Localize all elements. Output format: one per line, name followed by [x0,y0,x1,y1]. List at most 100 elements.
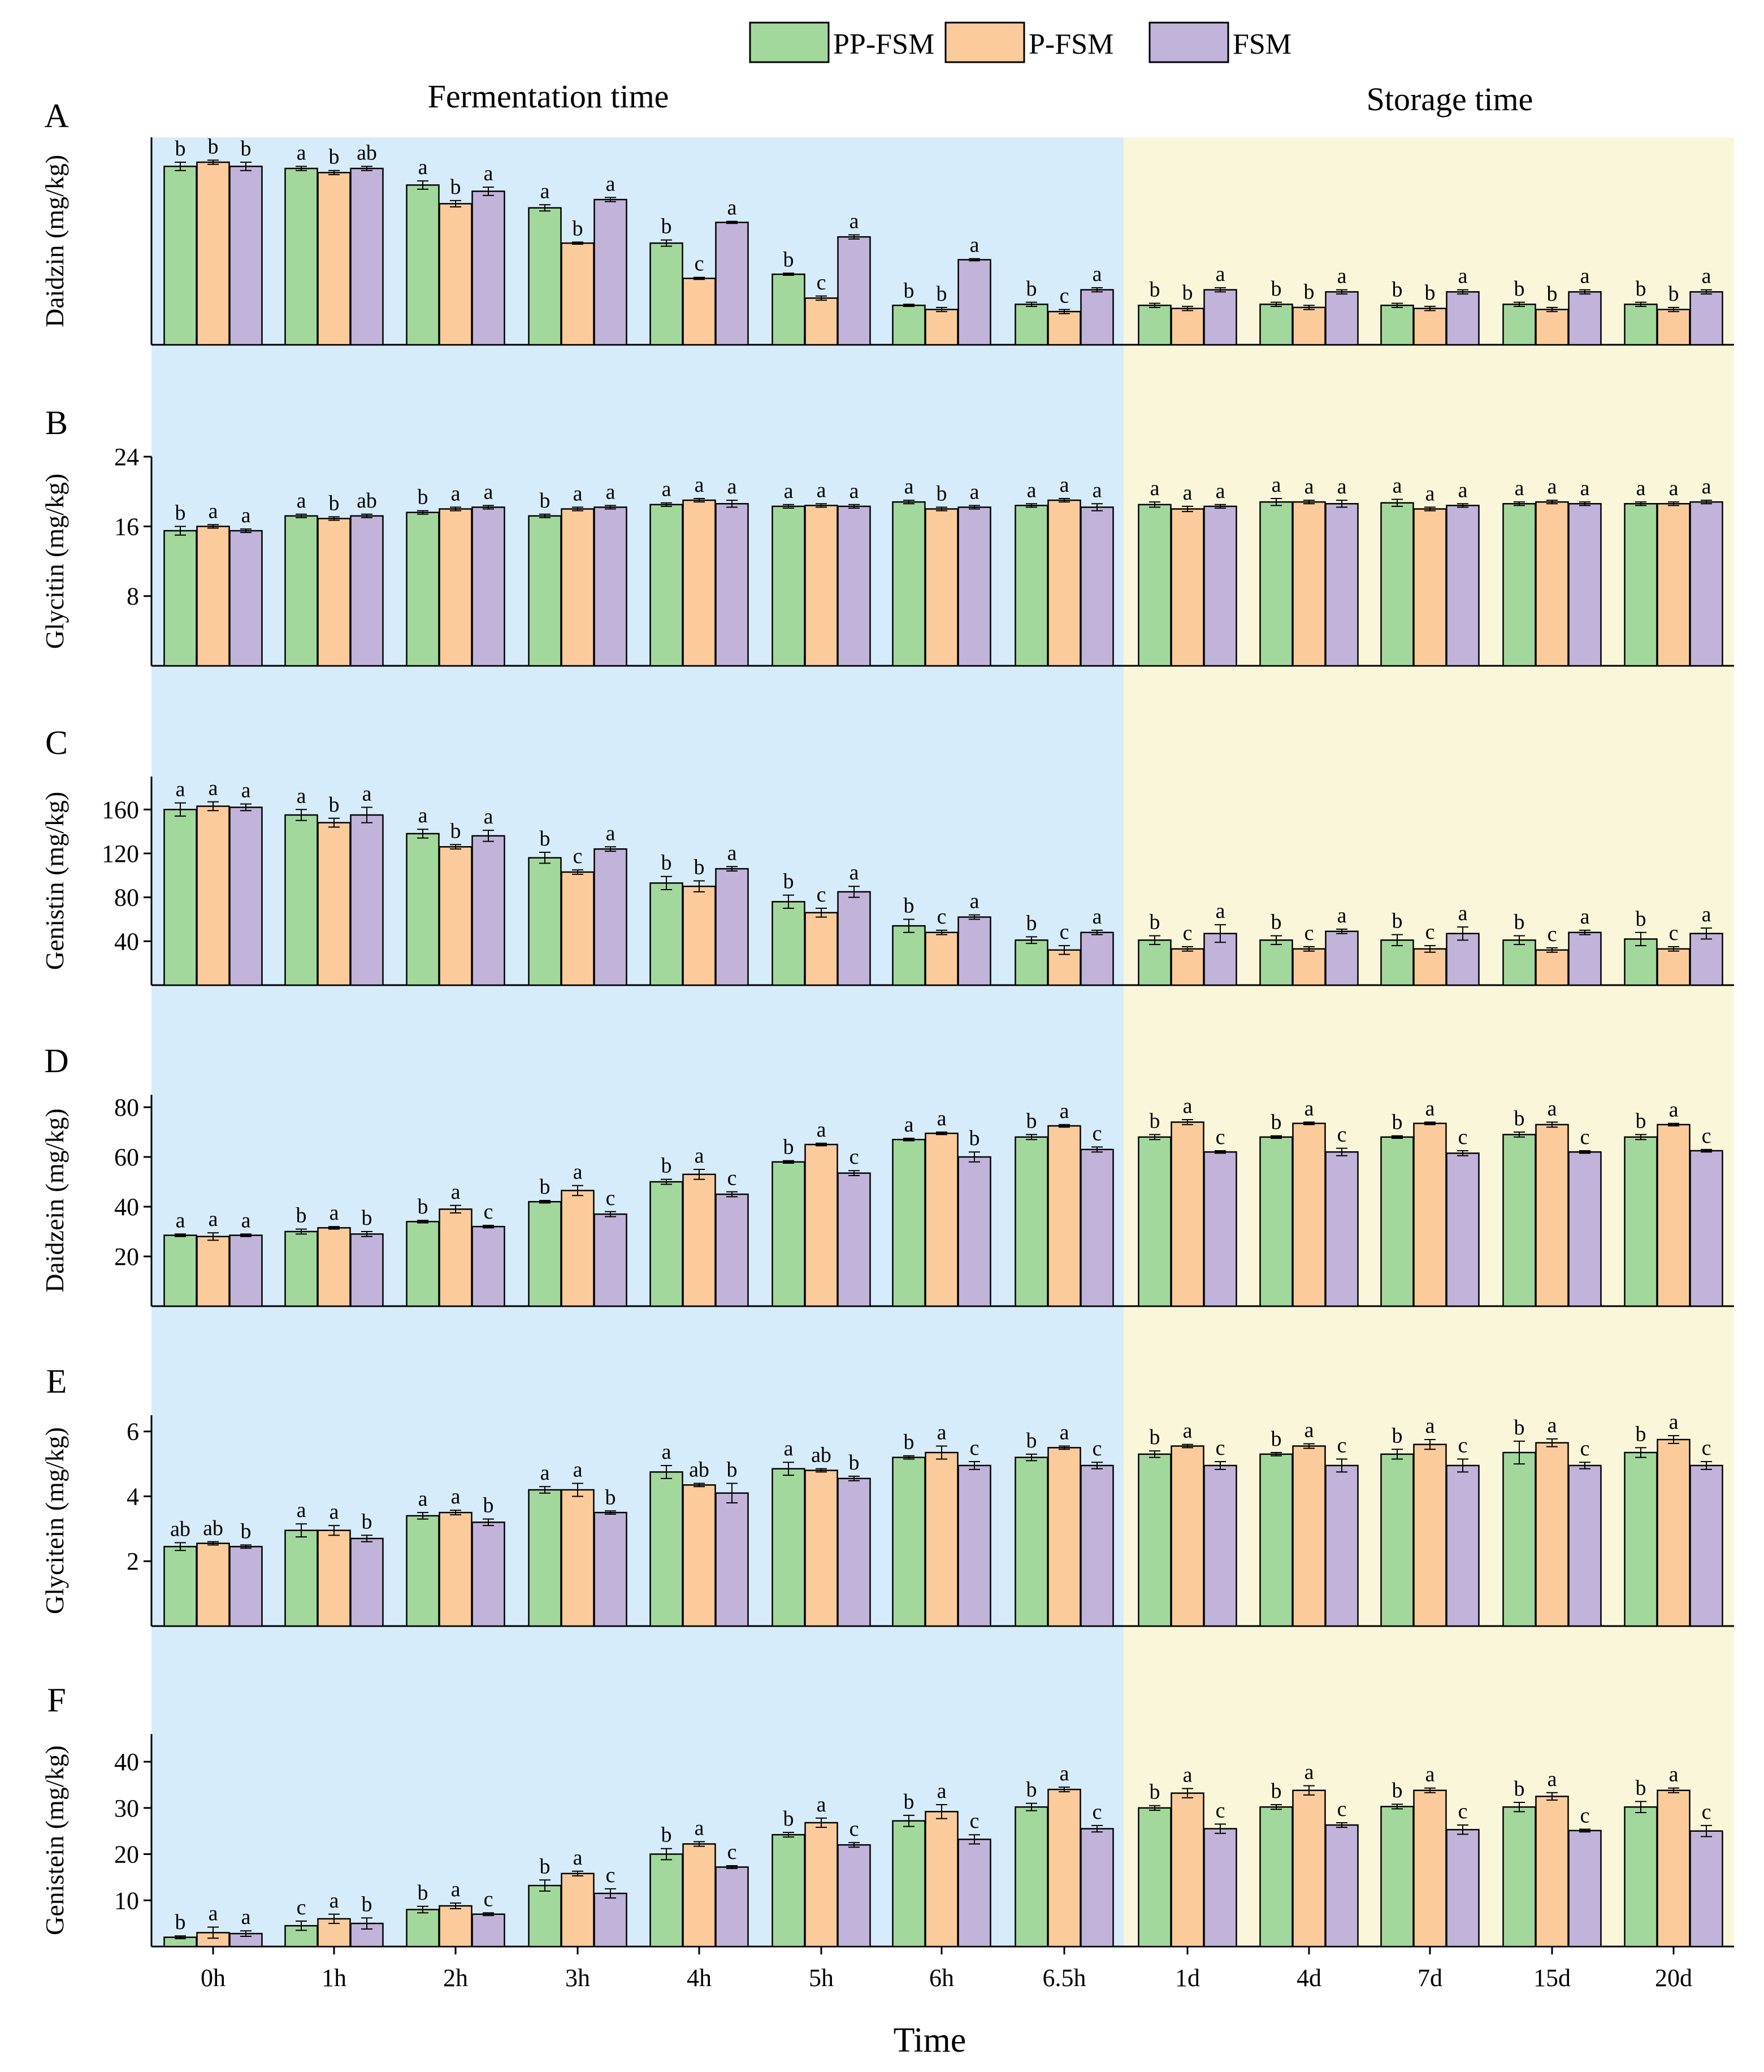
legend-label-pp-fsm: PP-FSM [833,28,934,60]
bar-fsm [1080,1464,1114,1627]
bar-fsm [471,1225,505,1307]
panel-label: E [46,1363,67,1400]
panel-label: A [44,97,68,135]
bar-pp-fsm [772,901,805,986]
significance-letter: b [1392,1779,1403,1802]
bar-pp-fsm [528,1489,562,1627]
bar-pp-fsm [649,504,683,667]
bar-fsm [471,1913,505,1948]
x-tick-label-4d: 4d [1297,1964,1321,1992]
bar-pp-fsm [1259,304,1293,346]
significance-letter: a [330,1201,339,1225]
bar-pp-fsm [772,273,805,346]
significance-letter: b [1182,281,1193,305]
bar-p-fsm [1413,1789,1447,1948]
y-tick-label: 20 [114,1841,139,1869]
significance-letter: a [970,233,979,257]
x-tick-label-1d: 1d [1175,1964,1200,1992]
significance-letter: c [817,883,826,907]
significance-letter: b [1547,282,1558,306]
significance-letter: b [1271,277,1282,301]
bar-pp-fsm [649,242,683,346]
x-tick-label-5h: 5h [809,1964,834,1992]
significance-letter: b [904,279,914,302]
significance-letter: a [418,1487,428,1511]
bar-p-fsm [1535,1124,1569,1307]
significance-letter: b [1271,1111,1282,1134]
significance-letter: a [606,172,616,196]
significance-letter: a [817,1793,826,1817]
bar-fsm [957,1156,991,1307]
significance-letter: ab [811,1444,831,1467]
bar-pp-fsm [528,1884,562,1948]
significance-letter: a [904,1113,914,1137]
bar-fsm [1203,289,1237,346]
bar-p-fsm [804,1470,838,1627]
bar-p-fsm [561,871,595,986]
legend-swatch-p-fsm [944,21,1025,63]
bar-fsm [1325,1151,1359,1307]
bar-pp-fsm [1015,1457,1048,1627]
significance-letter: a [209,777,218,800]
bar-p-fsm [925,1132,959,1307]
bar-fsm [715,1193,749,1307]
significance-letter: a [1515,476,1524,500]
significance-letter: a [695,473,704,497]
significance-letter: a [1337,475,1347,499]
significance-letter: b [1636,277,1646,301]
y-tick-label: 8 [127,583,139,610]
significance-letter: b [1150,911,1160,934]
bar-fsm [837,236,871,346]
bar-pp-fsm [1259,1453,1293,1627]
bar-pp-fsm [649,882,683,986]
significance-letter: a [1548,1414,1557,1437]
significance-letter: b [1150,1109,1160,1133]
bar-pp-fsm [1138,939,1172,986]
significance-letter: a [784,479,794,503]
significance-letter: a [1183,481,1193,505]
bar-p-fsm [1535,309,1569,346]
bar-p-fsm [439,203,473,346]
significance-letter: c [970,1809,979,1833]
bar-p-fsm [439,1905,473,1948]
bar-p-fsm [925,1811,959,1948]
bar-pp-fsm [892,925,926,986]
significance-letter: a [1548,1096,1557,1120]
significance-letter: b [1636,1109,1646,1133]
significance-letter: a [1060,1099,1069,1123]
significance-letter: a [330,1500,339,1524]
y-tick-label: 40 [114,1748,139,1776]
x-tick-label-6-5h: 6.5h [1043,1964,1086,1992]
bar-p-fsm [1047,1125,1081,1307]
bar-fsm [593,1892,627,1948]
significance-letter: b [1150,278,1160,302]
significance-letter: a [362,782,372,805]
bar-p-fsm [1171,508,1204,667]
y-tick-label: 10 [114,1887,139,1914]
bar-pp-fsm [163,530,197,667]
significance-letter: a [1425,1763,1435,1787]
bar-fsm [1203,1464,1237,1627]
significance-letter: a [1669,1098,1679,1122]
significance-letter: b [362,1510,372,1533]
significance-letter: a [1702,475,1711,499]
bar-fsm [350,515,384,667]
y-tick-label: 24 [114,443,139,471]
bar-fsm [1080,1828,1114,1948]
significance-letter: b [1271,1427,1282,1451]
significance-letter: b [175,501,186,524]
significance-letter: c [1216,1798,1225,1822]
bar-pp-fsm [284,515,318,667]
significance-letter: b [783,1807,794,1831]
significance-letter: ab [357,141,377,164]
bar-pp-fsm [1624,503,1658,667]
bar-p-fsm [1171,1121,1204,1307]
bar-pp-fsm [772,1468,805,1627]
bar-fsm [957,1839,991,1948]
y-axis-title: Glycitein (mg/kg) [40,1427,69,1614]
significance-letter: c [1304,921,1314,945]
significance-letter: a [1425,482,1435,505]
